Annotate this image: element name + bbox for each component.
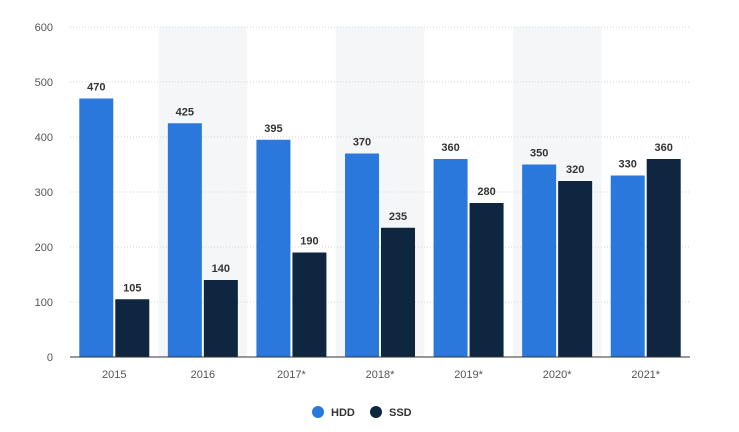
- data-label-ssd-2017*: 190: [300, 236, 318, 248]
- legend-item-hdd[interactable]: HDD: [312, 406, 355, 419]
- y-tick-label-500: 500: [35, 77, 53, 89]
- bars: [79, 98, 681, 357]
- bar-ssd-2019*: [469, 203, 504, 357]
- x-tick-label-2018*: 2018*: [366, 369, 395, 381]
- data-label-ssd-2021*: 360: [655, 142, 673, 154]
- bar-ssd-2020*: [558, 181, 593, 357]
- y-tick-label-200: 200: [35, 242, 53, 254]
- legend-marker-ssd: [370, 406, 382, 418]
- y-tick-label-400: 400: [35, 132, 53, 144]
- data-label-hdd-2015: 470: [87, 82, 105, 94]
- bar-hdd-2015: [79, 98, 114, 357]
- data-label-hdd-2021*: 330: [619, 159, 637, 171]
- legend-item-ssd[interactable]: SSD: [370, 406, 412, 419]
- data-label-ssd-2015: 105: [123, 282, 141, 294]
- bar-hdd-2019*: [433, 159, 468, 357]
- legend-marker-hdd: [312, 406, 324, 418]
- data-labels: 470 105 425 140 395 190 370 235 360 280 350 320 330 3…: [87, 82, 673, 295]
- bar-hdd-2018*: [345, 153, 379, 357]
- bar-ssd-2017*: [292, 252, 327, 357]
- y-tick-label-600: 600: [35, 22, 53, 34]
- y-tick-label-300: 300: [35, 187, 53, 199]
- legend-label-ssd: SSD: [389, 407, 412, 419]
- bar-ssd-2015: [115, 299, 150, 357]
- data-label-ssd-2020*: 320: [566, 164, 584, 176]
- bar-hdd-2020*: [522, 164, 557, 357]
- x-tick-label-2020*: 2020*: [543, 369, 572, 381]
- y-tick-label-100: 100: [35, 297, 53, 309]
- x-tick-label-2015: 2015: [102, 369, 126, 381]
- bar-ssd-2018*: [381, 227, 415, 357]
- bar-ssd-2016: [203, 280, 238, 357]
- data-label-ssd-2016: 140: [212, 263, 230, 275]
- data-label-hdd-2018*: 370: [353, 137, 371, 149]
- bar-hdd-2016: [167, 123, 202, 357]
- x-tick-label-2016: 2016: [191, 369, 215, 381]
- x-tick-label-2019*: 2019*: [454, 369, 483, 381]
- bar-hdd-2021*: [610, 175, 645, 357]
- data-label-ssd-2018*: 235: [389, 211, 407, 223]
- data-label-hdd-2020*: 350: [530, 148, 548, 160]
- data-label-hdd-2019*: 360: [441, 142, 459, 154]
- bar-hdd-2017*: [256, 139, 291, 357]
- data-label-hdd-2017*: 395: [264, 123, 282, 135]
- y-axis-ticks: 0 100 200 300 400 500 600: [35, 22, 53, 364]
- y-tick-label-0: 0: [47, 352, 53, 364]
- data-label-hdd-2016: 425: [176, 106, 194, 118]
- x-axis-ticks: 2015 2016 2017* 2018* 2019* 2020* 2021*: [102, 369, 661, 381]
- legend-label-hdd: HDD: [331, 407, 355, 419]
- bar-ssd-2021*: [646, 159, 681, 357]
- legend: HDD SSD: [312, 406, 412, 419]
- x-tick-label-2021*: 2021*: [631, 369, 660, 381]
- x-tick-label-2017*: 2017*: [277, 369, 306, 381]
- data-label-ssd-2019*: 280: [477, 186, 495, 198]
